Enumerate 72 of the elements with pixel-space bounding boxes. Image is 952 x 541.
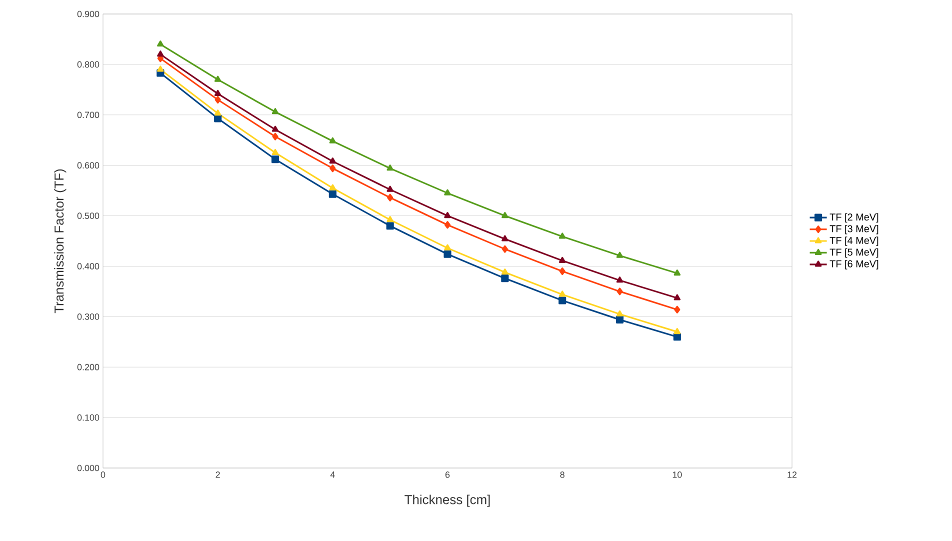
legend-label: TF [4 MeV] [830, 236, 878, 246]
legend-label: TF [6 MeV] [830, 260, 878, 270]
point [214, 110, 222, 116]
point [386, 164, 394, 171]
point [387, 194, 394, 202]
point [674, 328, 681, 334]
y-tick-label: 0.000 [77, 464, 100, 472]
point [674, 306, 680, 314]
point [330, 164, 336, 172]
y-tick-label: 0.600 [77, 162, 100, 169]
x-tick-label: 6 [445, 472, 450, 478]
point [329, 137, 336, 144]
point [386, 222, 394, 230]
point [386, 186, 394, 192]
point [502, 268, 508, 275]
point [558, 290, 566, 297]
point [616, 276, 624, 283]
point [674, 269, 681, 276]
point [214, 114, 222, 122]
point [157, 40, 164, 47]
point [386, 216, 394, 222]
point [214, 96, 221, 104]
point [329, 158, 336, 164]
point [558, 296, 566, 304]
legend-label: TF [5 MeV] [830, 248, 878, 258]
point [444, 250, 452, 258]
point [616, 288, 623, 296]
y-tick-label: 0.200 [77, 364, 100, 370]
point [444, 221, 451, 229]
point [502, 212, 508, 218]
point [329, 184, 336, 190]
point [444, 244, 451, 250]
point [558, 232, 566, 239]
point [214, 90, 222, 96]
point [444, 212, 451, 218]
y-axis-title: Transmission Factor (TF) [54, 169, 66, 314]
point [502, 235, 508, 242]
legend-label: TF [2 MeV] [830, 213, 878, 223]
point [272, 126, 279, 132]
legend-label: TF [3 MeV] [830, 224, 878, 234]
y-tick-label: 0.100 [77, 414, 100, 421]
x-tick-label: 0 [100, 472, 106, 478]
point [558, 256, 566, 263]
point [272, 148, 279, 156]
point [674, 294, 681, 300]
x-tick-label: 8 [560, 472, 564, 478]
point [157, 50, 164, 57]
point [214, 76, 222, 82]
y-tick-label: 0.800 [77, 61, 100, 68]
y-tick-label: 0.400 [77, 263, 100, 270]
x-tick-label: 2 [216, 472, 220, 478]
point [501, 274, 509, 282]
x-axis-title: Thickness [cm] [404, 494, 490, 507]
x-tick-label: 10 [672, 472, 682, 478]
point [157, 66, 164, 72]
y-tick-label: 0.300 [77, 313, 100, 320]
x-tick-label: 12 [788, 472, 797, 478]
point [616, 252, 624, 258]
y-tick-label: 0.700 [77, 112, 100, 118]
y-tick-label: 0.900 [77, 10, 100, 18]
point [502, 245, 508, 253]
y-tick-label: 0.500 [77, 212, 100, 219]
x-tick-label: 4 [330, 472, 335, 478]
point [673, 333, 681, 341]
point [272, 132, 278, 140]
point [616, 316, 624, 324]
point [559, 267, 566, 276]
point [271, 155, 280, 164]
point [616, 310, 624, 316]
point [328, 190, 336, 198]
point [444, 189, 451, 196]
point [272, 108, 279, 114]
